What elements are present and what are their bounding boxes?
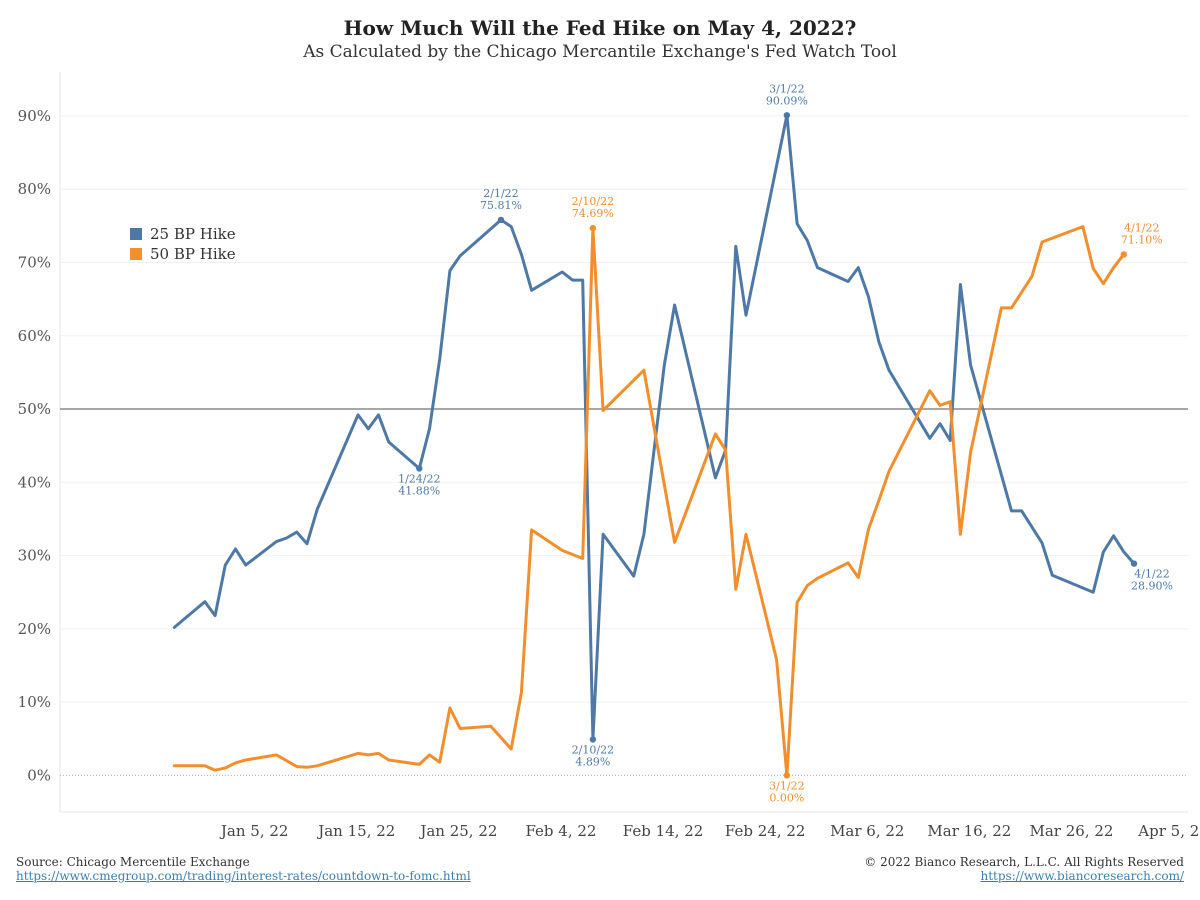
legend: 25 BP Hike 50 BP Hike [130,224,236,264]
y-tick-label: 70% [18,253,51,271]
legend-label-50bp: 50 BP Hike [150,245,236,263]
annotation-value-label: 41.88% [398,485,440,498]
legend-swatch-25bp [130,228,142,240]
y-tick-label: 50% [18,400,51,418]
annotation-date-label: 3/1/22 [769,779,804,792]
series-line-25bp [172,113,1136,741]
annotation-value-label: 71.10% [1121,233,1163,246]
annotation-date-label: 1/24/22 [398,473,440,486]
site-link[interactable]: https://www.biancoresearch.com/ [980,869,1184,883]
series-line-50bp [172,225,1126,777]
annotation-value-label: 74.69% [572,207,614,220]
annotation-marker [416,465,423,472]
y-tick-label: 10% [18,693,51,711]
y-tick-label: 40% [18,473,51,491]
y-tick-label: 30% [18,547,51,565]
x-tick-label: Feb 4, 22 [525,822,596,840]
x-tick-label: Apr 5, 22 [1137,822,1200,840]
x-tick-label: Feb 14, 22 [623,822,704,840]
chart-subtitle: As Calculated by the Chicago Mercantile … [303,42,897,62]
y-tick-label: 90% [18,107,51,125]
annotation-date-label: 4/1/22 [1134,568,1169,581]
copyright-text: © 2022 Bianco Research, L.L.C. All Right… [864,855,1184,869]
x-tick-label: Mar 26, 22 [1030,822,1114,840]
y-tick-label: 0% [27,766,51,784]
legend-item-50bp[interactable]: 50 BP Hike [130,244,236,264]
source-text: Source: Chicago Mercentile Exchange [16,855,250,869]
annotation-marker [497,216,505,224]
annotation-value-label: 75.81% [480,199,522,212]
annotation-marker [589,224,597,232]
y-tick-label: 80% [18,180,51,198]
annotation-marker [1130,560,1138,567]
annotation-marker [783,772,791,779]
x-tick-label: Jan 5, 22 [219,822,289,840]
annotation-value-label: 0.00% [769,791,804,804]
annotation-value-label: 28.90% [1131,580,1173,593]
annotation-marker [1120,251,1127,258]
x-tick-label: Jan 25, 22 [418,822,497,840]
x-tick-label: Mar 16, 22 [927,822,1011,840]
footer-source: Source: Chicago Mercentile Exchange http… [16,855,471,883]
annotation-date-label: 3/1/22 [769,82,804,95]
annotation-date-label: 4/1/22 [1124,221,1159,234]
annotation-date-label: 2/10/22 [572,744,614,757]
x-tick-label: Feb 24, 22 [725,822,806,840]
y-tick-label: 60% [18,327,51,345]
x-tick-label: Mar 6, 22 [830,822,904,840]
annotation-value-label: 4.89% [575,756,610,769]
annotation-value-label: 90.09% [766,94,808,107]
annotation-marker [589,736,597,743]
legend-item-25bp[interactable]: 25 BP Hike [130,224,236,244]
annotation-date-label: 2/1/22 [483,187,518,200]
y-tick-label: 20% [18,620,51,638]
annotation-marker [783,112,791,119]
chart-title: How Much Will the Fed Hike on May 4, 202… [343,16,857,40]
footer-copyright: © 2022 Bianco Research, L.L.C. All Right… [864,855,1184,883]
annotation-date-label: 2/10/22 [572,195,614,208]
x-tick-label: Jan 15, 22 [316,822,395,840]
legend-swatch-50bp [130,248,142,260]
source-link[interactable]: https://www.cmegroup.com/trading/interes… [16,869,471,883]
legend-label-25bp: 25 BP Hike [150,225,236,243]
